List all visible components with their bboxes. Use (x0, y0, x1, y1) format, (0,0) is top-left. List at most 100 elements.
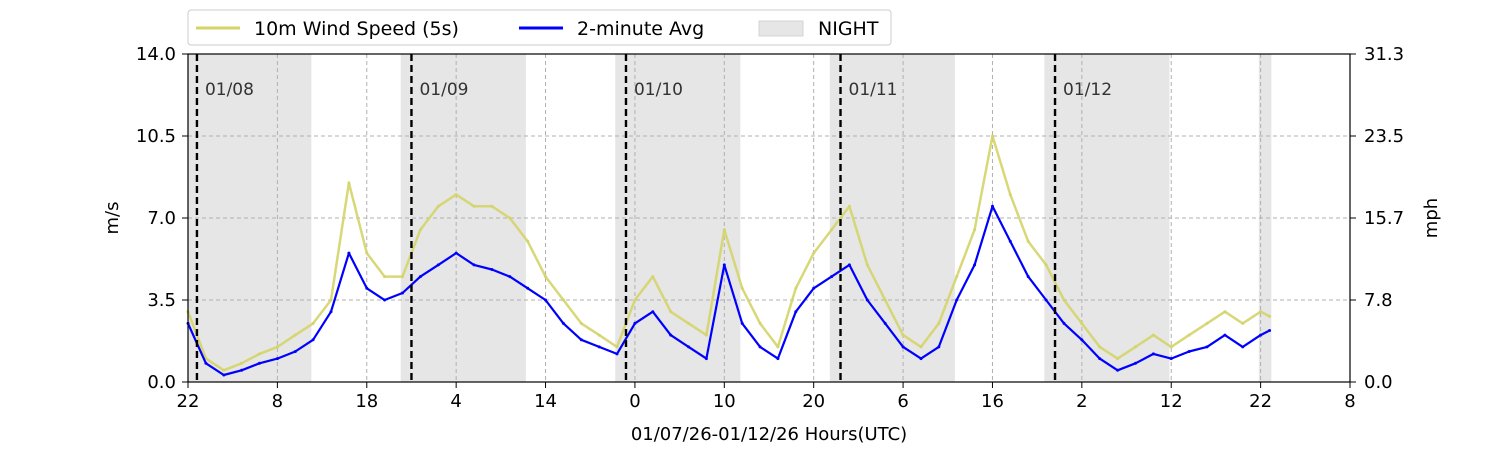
series-1-point-36 (830, 275, 834, 279)
series-1-point-22 (579, 338, 583, 342)
series-0-point-23 (597, 333, 601, 337)
series-1-point-44 (973, 263, 977, 267)
series-0-point-7 (311, 321, 315, 325)
series-0-point-34 (794, 286, 798, 290)
y-right-tick-label-0: 0.0 (1364, 372, 1393, 393)
series-1-point-48 (1044, 298, 1048, 302)
legend: 10m Wind Speed (5s) 2-minute Avg NIGHT (187, 9, 892, 46)
series-0-point-44 (973, 228, 977, 232)
series-1-point-23 (597, 345, 601, 349)
series-0-point-32 (758, 321, 762, 325)
tick-layer: 22 8 18 4 14 0 10 20 6 16 2 12 22 8 0.0 0.0 3.5 7.8 7.0 15.… (136, 44, 1404, 412)
raw-wind-layer (186, 134, 1272, 372)
series-1-point-6 (293, 350, 297, 353)
series-0-point-56 (1187, 333, 1191, 337)
y-left-tick-label-0: 0.0 (147, 372, 176, 393)
series-0-point-24 (615, 345, 619, 349)
legend-night-swatch (758, 20, 804, 37)
series-1-point-38 (865, 298, 869, 302)
series-0-point-37 (847, 204, 851, 208)
series-1-point-58 (1223, 333, 1227, 337)
series-1-point-37 (847, 263, 851, 267)
series-0-point-52 (1116, 357, 1120, 361)
series-0-point-61 (1268, 314, 1272, 318)
series-1-point-9 (347, 251, 351, 255)
series-1-point-19 (526, 286, 530, 290)
series-1-point-33 (776, 357, 780, 361)
series-1-point-11 (383, 298, 387, 302)
series-0-point-13 (418, 228, 422, 232)
series-1-point-39 (883, 321, 887, 325)
series-0-point-31 (740, 286, 744, 290)
series-0-point-59 (1241, 321, 1245, 325)
series-0-point-39 (883, 298, 887, 302)
series-0-point-28 (687, 321, 691, 325)
series-1-point-4 (258, 361, 261, 365)
series-1-point-55 (1169, 357, 1173, 361)
series-1-point-12 (401, 291, 404, 295)
series-1-point-27 (669, 333, 673, 337)
series-1-point-52 (1116, 368, 1120, 372)
x-tick-label-4: 14 (534, 391, 557, 412)
series-1-point-50 (1080, 338, 1084, 342)
series-1-point-16 (472, 263, 476, 267)
series-0-point-55 (1169, 345, 1173, 349)
series-1-point-57 (1205, 345, 1209, 349)
day-marker-label-3: 01/11 (849, 80, 898, 100)
x-tick-label-9: 16 (981, 391, 1004, 412)
series-1-point-42 (937, 345, 941, 349)
day-marker-label-0: 01/08 (205, 80, 254, 100)
series-1-point-31 (740, 321, 744, 325)
x-tick-label-2: 18 (355, 391, 378, 412)
series-1-point-51 (1098, 357, 1102, 361)
series-1-point-5 (275, 357, 279, 361)
day-marker-label-2: 01/10 (634, 80, 683, 100)
x-tick-label-0: 22 (177, 391, 200, 412)
series-1-point-47 (1026, 275, 1030, 279)
series-line-0 (186, 134, 1271, 372)
x-tick-label-6: 10 (713, 391, 736, 412)
grid-layer (188, 54, 1350, 382)
avg-wind-layer (186, 204, 1272, 377)
series-0-point-49 (1062, 298, 1066, 302)
series-1-point-41 (919, 357, 923, 361)
series-0-point-29 (704, 333, 708, 337)
series-1-point-54 (1151, 352, 1155, 356)
series-0-point-8 (329, 298, 333, 302)
series-1-point-21 (561, 321, 565, 325)
series-1-point-13 (418, 275, 422, 279)
legend-raw-label: 10m Wind Speed (5s) (254, 18, 459, 40)
x-tick-label-10: 2 (1076, 391, 1087, 412)
series-1-point-20 (544, 298, 547, 302)
series-1-point-45 (991, 204, 994, 208)
series-0-point-12 (401, 275, 404, 279)
series-0-point-10 (365, 251, 369, 255)
series-1-point-30 (722, 263, 726, 267)
series-1-point-17 (490, 268, 494, 271)
series-0-point-48 (1044, 263, 1048, 267)
day-marker-label-1: 01/09 (419, 80, 468, 100)
series-1-point-28 (687, 345, 691, 349)
series-1-point-40 (901, 345, 905, 349)
series-1-point-25 (633, 321, 637, 325)
series-1-point-2 (222, 373, 226, 377)
series-0-point-3 (240, 361, 244, 365)
series-0-point-35 (812, 251, 816, 255)
y-axis-left-title: m/s (102, 202, 123, 235)
series-0-point-51 (1098, 345, 1102, 349)
series-0-point-14 (436, 204, 440, 208)
series-0-point-22 (579, 321, 583, 325)
night-period-3 (829, 54, 955, 382)
series-1-point-15 (454, 251, 458, 255)
x-tick-label-13: 8 (1344, 391, 1355, 412)
y-left-tick-label-4: 14.0 (136, 44, 176, 65)
series-1-point-34 (794, 310, 798, 314)
series-0-point-18 (508, 216, 512, 220)
series-0-point-27 (669, 310, 673, 314)
series-1-point-7 (311, 338, 315, 342)
series-1-point-26 (651, 310, 655, 314)
series-0-point-2 (222, 368, 226, 372)
series-0-point-38 (865, 263, 869, 267)
series-0-point-40 (901, 333, 905, 337)
